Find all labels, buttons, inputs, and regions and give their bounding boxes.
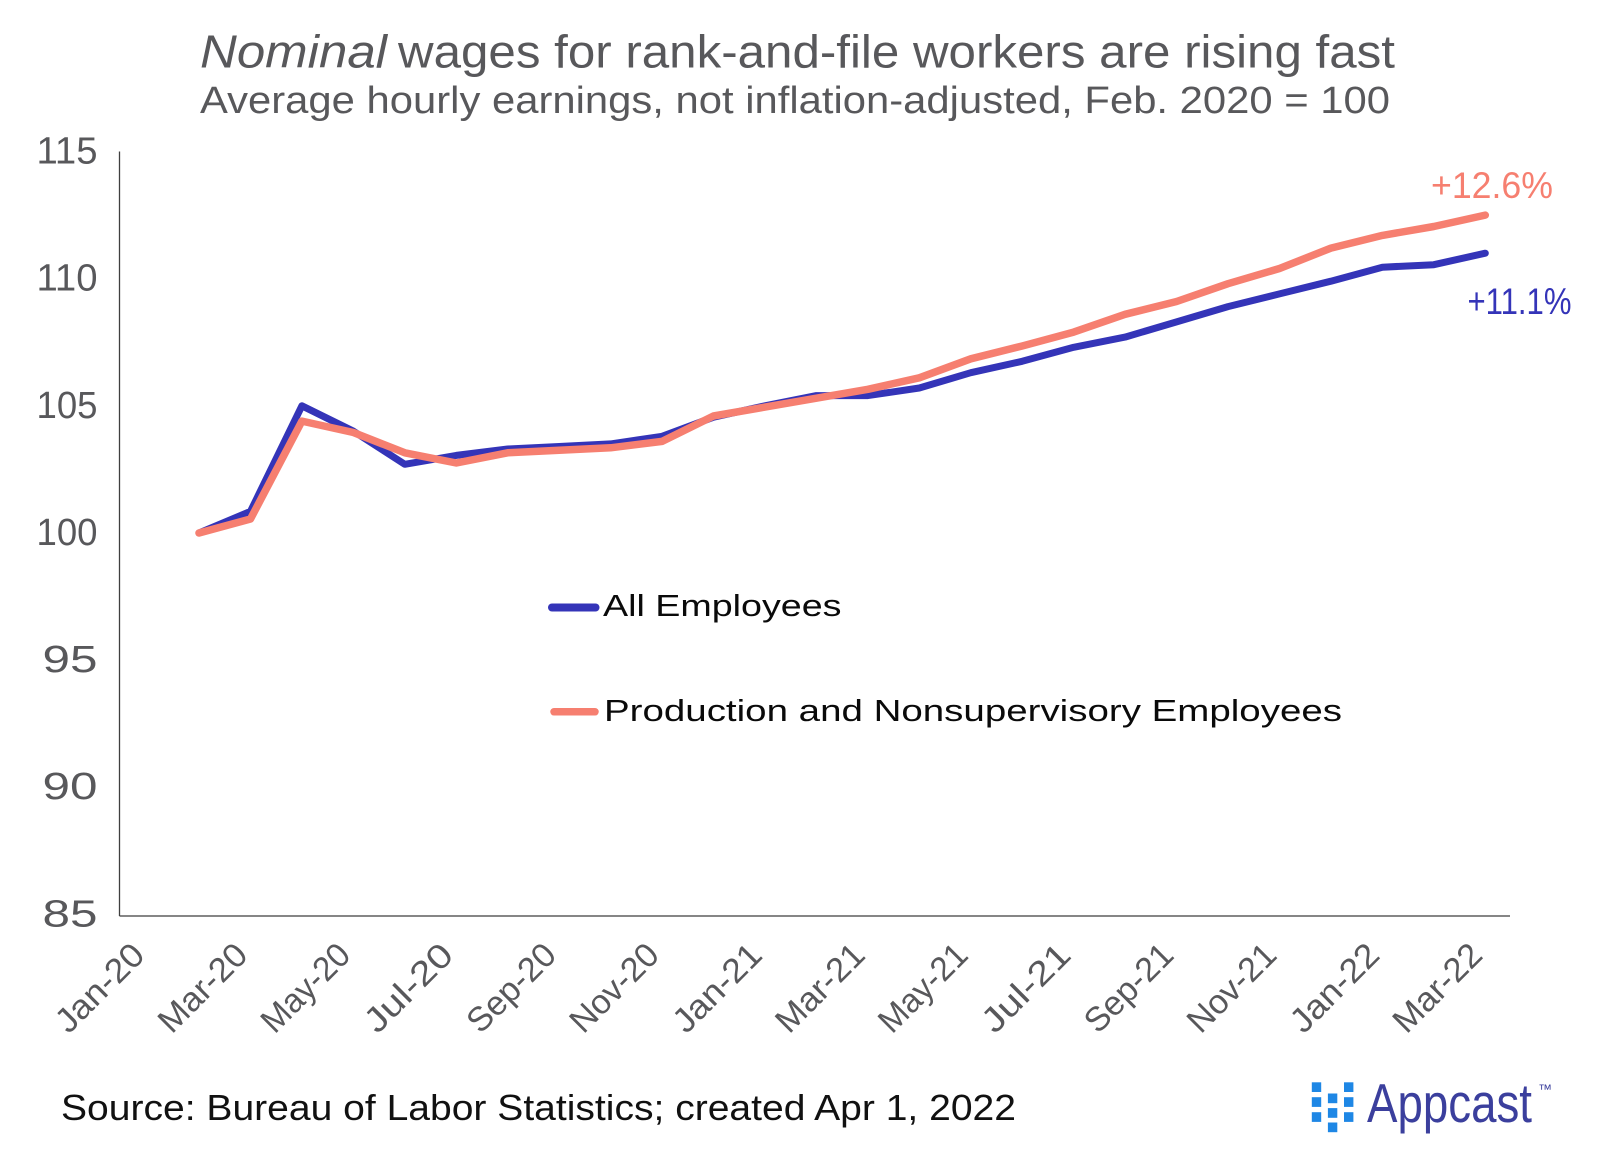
svg-text:Production and Nonsupervisory: Production and Nonsupervisory Employees — [604, 693, 1342, 728]
svg-text:All Employees: All Employees — [603, 588, 842, 623]
svg-text:115: 115 — [37, 131, 98, 173]
svg-text:wages for rank-and-file worker: wages for rank-and-file workers are risi… — [397, 26, 1395, 78]
svg-text:100: 100 — [37, 512, 98, 554]
svg-text:™: ™ — [1538, 1081, 1552, 1097]
svg-text:105: 105 — [37, 385, 98, 427]
svg-text:+11.1%: +11.1% — [1468, 281, 1572, 322]
svg-text:95: 95 — [43, 639, 98, 681]
svg-text:90: 90 — [43, 766, 98, 808]
svg-text:85: 85 — [43, 893, 98, 935]
svg-text:Nominal: Nominal — [200, 26, 389, 78]
svg-text:Average hourly earnings, not i: Average hourly earnings, not inflation-a… — [200, 80, 1390, 122]
svg-text:Source: Bureau of Labor Statis: Source: Bureau of Labor Statistics; crea… — [61, 1087, 1016, 1128]
svg-text:Appcast: Appcast — [1367, 1072, 1532, 1134]
svg-text:+12.6%: +12.6% — [1431, 165, 1553, 206]
svg-text:110: 110 — [37, 258, 98, 300]
